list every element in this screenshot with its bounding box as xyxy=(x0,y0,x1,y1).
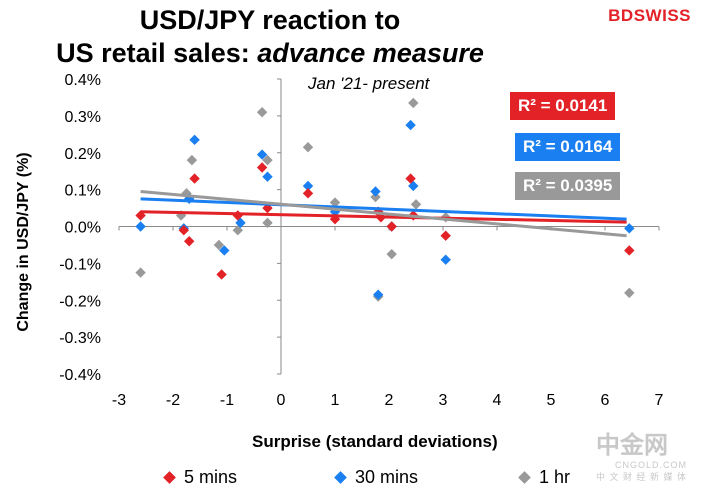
data-point xyxy=(213,239,225,251)
data-point xyxy=(440,254,451,265)
y-tick-label: 0.1% xyxy=(65,183,101,200)
y-tick-label: -0.3% xyxy=(59,330,101,347)
data-point xyxy=(262,202,273,214)
data-point xyxy=(405,119,416,131)
title-line2-italic: advance measure xyxy=(257,38,484,68)
legend-item-5min: 5 mins xyxy=(163,467,238,488)
legend-marker-1hr xyxy=(518,471,531,484)
data-point xyxy=(624,245,635,256)
data-point xyxy=(184,236,195,247)
x-tick-label: 3 xyxy=(439,392,448,409)
watermark-sub: CNGOLD.COM xyxy=(614,460,687,470)
r2-label-1hr: R² = 0.0395 xyxy=(515,172,621,200)
data-point xyxy=(262,154,273,166)
data-point xyxy=(262,217,273,229)
data-point xyxy=(410,199,422,210)
legend-label-1hr: 1 hr xyxy=(539,467,571,487)
data-point xyxy=(329,213,341,225)
data-point xyxy=(189,134,200,146)
data-point xyxy=(302,188,314,199)
chart-subtitle: Jan '21- present xyxy=(308,74,430,93)
trend-line xyxy=(140,189,627,238)
data-point xyxy=(624,287,635,299)
data-point xyxy=(235,217,246,229)
data-point xyxy=(408,97,419,109)
data-point xyxy=(186,154,198,166)
legend-label-30min: 30 mins xyxy=(355,467,419,487)
watermark-tagline: 中 文 财 经 新 媒 体 xyxy=(595,472,687,482)
legend-item-30min: 30 mins xyxy=(334,467,419,488)
trend-line xyxy=(140,210,627,224)
chart-title-line1: USD/JPY reaction to xyxy=(139,5,401,35)
x-tick-label: -3 xyxy=(112,392,126,409)
x-axis-label: Surprise (standard deviations) xyxy=(252,432,498,451)
x-tick-label: 0 xyxy=(277,392,286,409)
data-point xyxy=(386,248,397,260)
y-tick-label: -0.1% xyxy=(59,256,101,273)
y-tick-label: 0.4% xyxy=(65,72,101,89)
x-tick-label: 1 xyxy=(331,392,340,409)
title-line2-plain: US retail sales: xyxy=(56,38,258,68)
r2-label-30min: R² = 0.0164 xyxy=(515,133,621,161)
legend-marker-5min xyxy=(163,471,176,484)
data-point xyxy=(329,206,341,217)
x-tick-label: 6 xyxy=(601,392,610,409)
data-point xyxy=(256,149,268,160)
data-point xyxy=(189,173,200,184)
brand-logo: BDSWISS xyxy=(608,6,691,25)
data-point xyxy=(256,106,268,118)
chart-title-line2: US retail sales: advance measure xyxy=(10,37,530,70)
data-point xyxy=(178,224,189,236)
y-tick-label: 0.0% xyxy=(65,220,101,237)
data-point xyxy=(302,142,314,153)
legend-label-5min: 5 mins xyxy=(184,467,238,487)
legend-marker-30min xyxy=(334,471,347,484)
data-point xyxy=(405,173,416,184)
data-point xyxy=(219,245,230,256)
y-tick-label: 0.3% xyxy=(65,109,101,126)
data-point xyxy=(262,171,273,182)
data-point xyxy=(329,197,341,208)
data-point xyxy=(370,191,381,203)
legend-item-1hr: 1 hr xyxy=(518,467,571,488)
x-tick-label: 2 xyxy=(385,392,394,409)
watermark-main: 中金网 xyxy=(595,432,668,459)
y-tick-label: 0.2% xyxy=(65,146,101,163)
data-point xyxy=(135,267,146,278)
data-point xyxy=(386,221,397,232)
data-point xyxy=(370,186,381,197)
r2-label-5min: R² = 0.0141 xyxy=(510,92,616,120)
x-tick-label: 7 xyxy=(655,392,664,409)
data-point xyxy=(181,188,192,199)
data-point xyxy=(373,289,384,300)
trend-line xyxy=(140,197,627,221)
x-tick-label: -2 xyxy=(166,392,180,409)
data-point xyxy=(440,230,451,241)
y-tick-label: -0.2% xyxy=(59,293,101,310)
x-tick-label: 5 xyxy=(547,392,556,409)
data-point xyxy=(624,223,635,234)
watermark: 中金网 CNGOLD.COM 中 文 财 经 新 媒 体 xyxy=(596,425,687,483)
data-point xyxy=(135,221,146,232)
data-point xyxy=(256,162,268,173)
data-point xyxy=(216,269,227,280)
y-tick-label: -0.4% xyxy=(59,367,101,384)
x-tick-label: 4 xyxy=(493,392,502,409)
data-point xyxy=(302,180,314,192)
x-tick-label: -1 xyxy=(220,392,234,409)
